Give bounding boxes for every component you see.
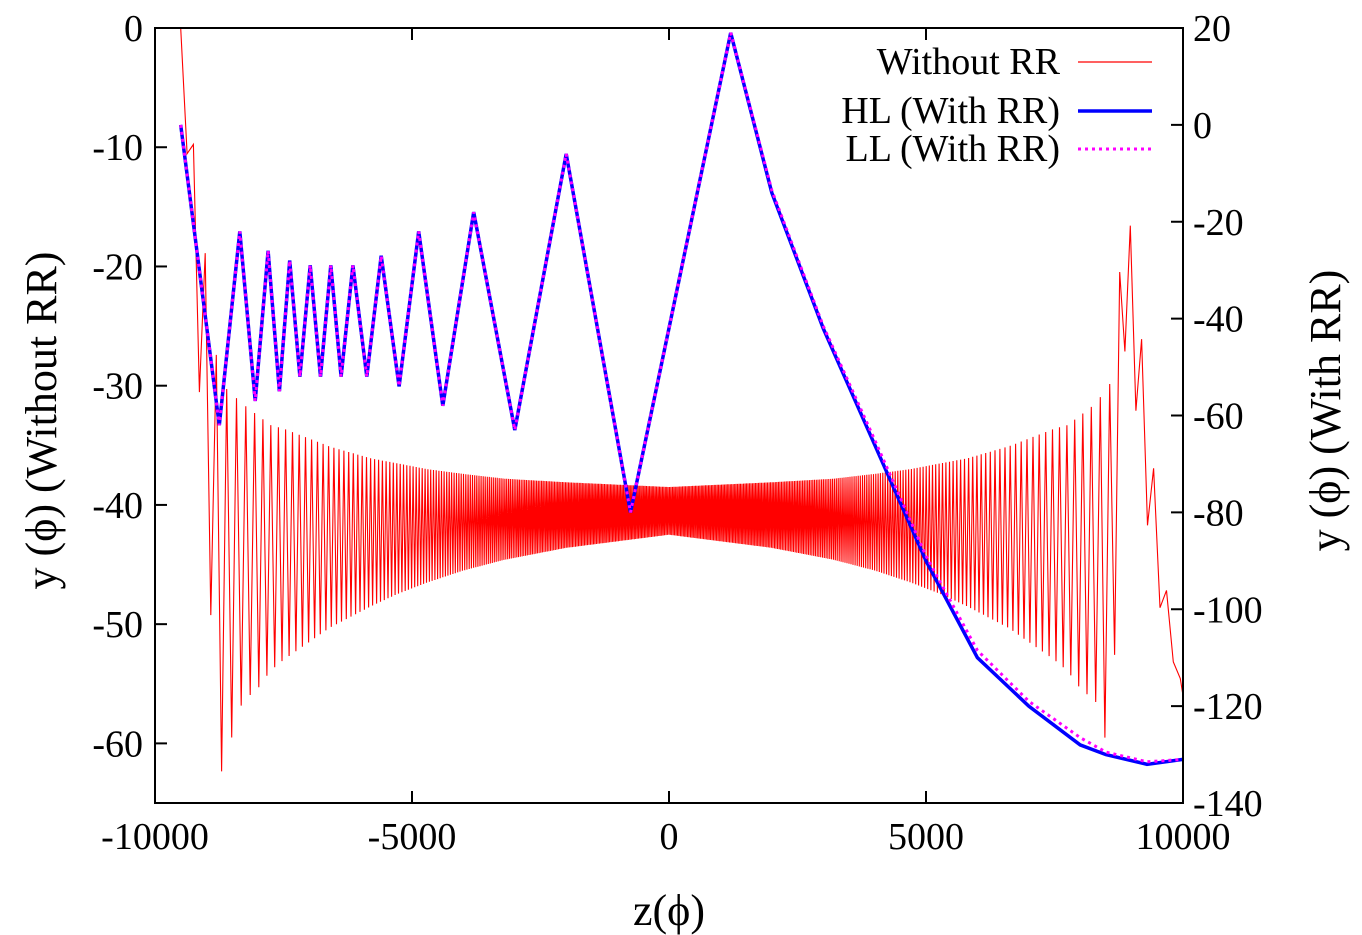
- legend-label: HL (With RR): [841, 90, 1060, 132]
- legend-label: Without RR: [877, 41, 1061, 83]
- y-right-tick-label: -20: [1193, 202, 1244, 244]
- y-right-tick-label: 0: [1193, 105, 1212, 147]
- legend: Without RR HL (With RR)LL (With RR): [841, 41, 1152, 170]
- y-right-tick-label: -60: [1193, 396, 1244, 438]
- y-right-tick-label: -40: [1193, 299, 1244, 341]
- y-left-tick-label: -20: [92, 246, 143, 288]
- y-axis-left-title: y (ϕ) (Without RR): [17, 252, 66, 590]
- x-tick-label: 5000: [888, 816, 964, 858]
- series-ll-line: [179, 32, 1183, 764]
- y-right-tick-label: -100: [1193, 589, 1263, 631]
- x-tick-label: -10000: [101, 816, 209, 858]
- y-left-tick-label: -10: [92, 127, 143, 169]
- y-left-tick-label: -50: [92, 604, 143, 646]
- data-layer: [178, 28, 1183, 772]
- x-axis-title: z(ϕ): [633, 886, 705, 935]
- y-left-tick-label: 0: [124, 8, 143, 50]
- legend-label: LL (With RR): [846, 128, 1060, 170]
- y-axis-right-title: y (ϕ) (With RR): [1301, 270, 1350, 552]
- x-tick-label: 0: [660, 816, 679, 858]
- x-tick-label: -5000: [368, 816, 457, 858]
- ticks-layer: -10000 -5000 0 5000 10000 0 -10 -20 -30 -40 -50 -60…: [92, 8, 1262, 858]
- y-right-tick-label: -80: [1193, 492, 1244, 534]
- y-left-tick-label: -40: [92, 485, 143, 527]
- y-left-tick-label: -30: [92, 366, 143, 408]
- y-right-tick-label: -120: [1193, 686, 1263, 728]
- y-right-tick-label: 20: [1193, 8, 1231, 50]
- series-without-rr-line: [180, 28, 1183, 772]
- y-right-tick-label: -140: [1193, 783, 1263, 825]
- x-tick-label: 10000: [1136, 816, 1231, 858]
- y-left-tick-label: -60: [92, 723, 143, 765]
